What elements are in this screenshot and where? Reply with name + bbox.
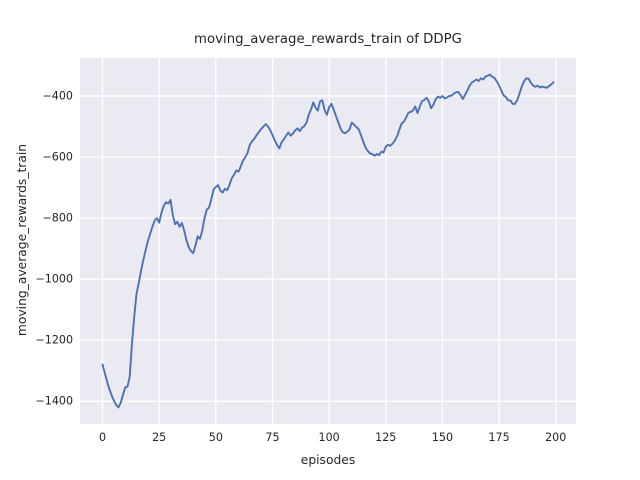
rewards-line [101,73,555,409]
x-tick-label: 100 [318,431,340,444]
gridlines [80,58,576,424]
x-tick-label: 175 [488,431,510,444]
x-tick-label: 75 [265,431,280,444]
y-axis-label: moving_average_rewards_train [15,143,29,337]
y-tick-label: −1200 [35,333,73,347]
y-tick-label: −800 [42,211,73,225]
y-tick-label: −1400 [35,394,73,408]
x-tick-label: 50 [208,431,223,444]
x-tick-label: 125 [375,431,397,444]
y-tick-label: −400 [42,89,73,103]
x-tick-label: 25 [152,431,167,444]
x-axis-label: episodes [300,453,356,467]
plot-area [80,58,576,424]
y-tick-label: −600 [42,150,73,164]
y-tick-label: −1000 [35,272,73,286]
line-plot-svg [80,58,576,424]
x-tick-label: 150 [431,431,454,444]
x-tick-label: 200 [545,431,567,444]
x-tick-label: 0 [99,431,107,444]
chart-title: moving_average_rewards_train of DDPG [194,32,462,47]
